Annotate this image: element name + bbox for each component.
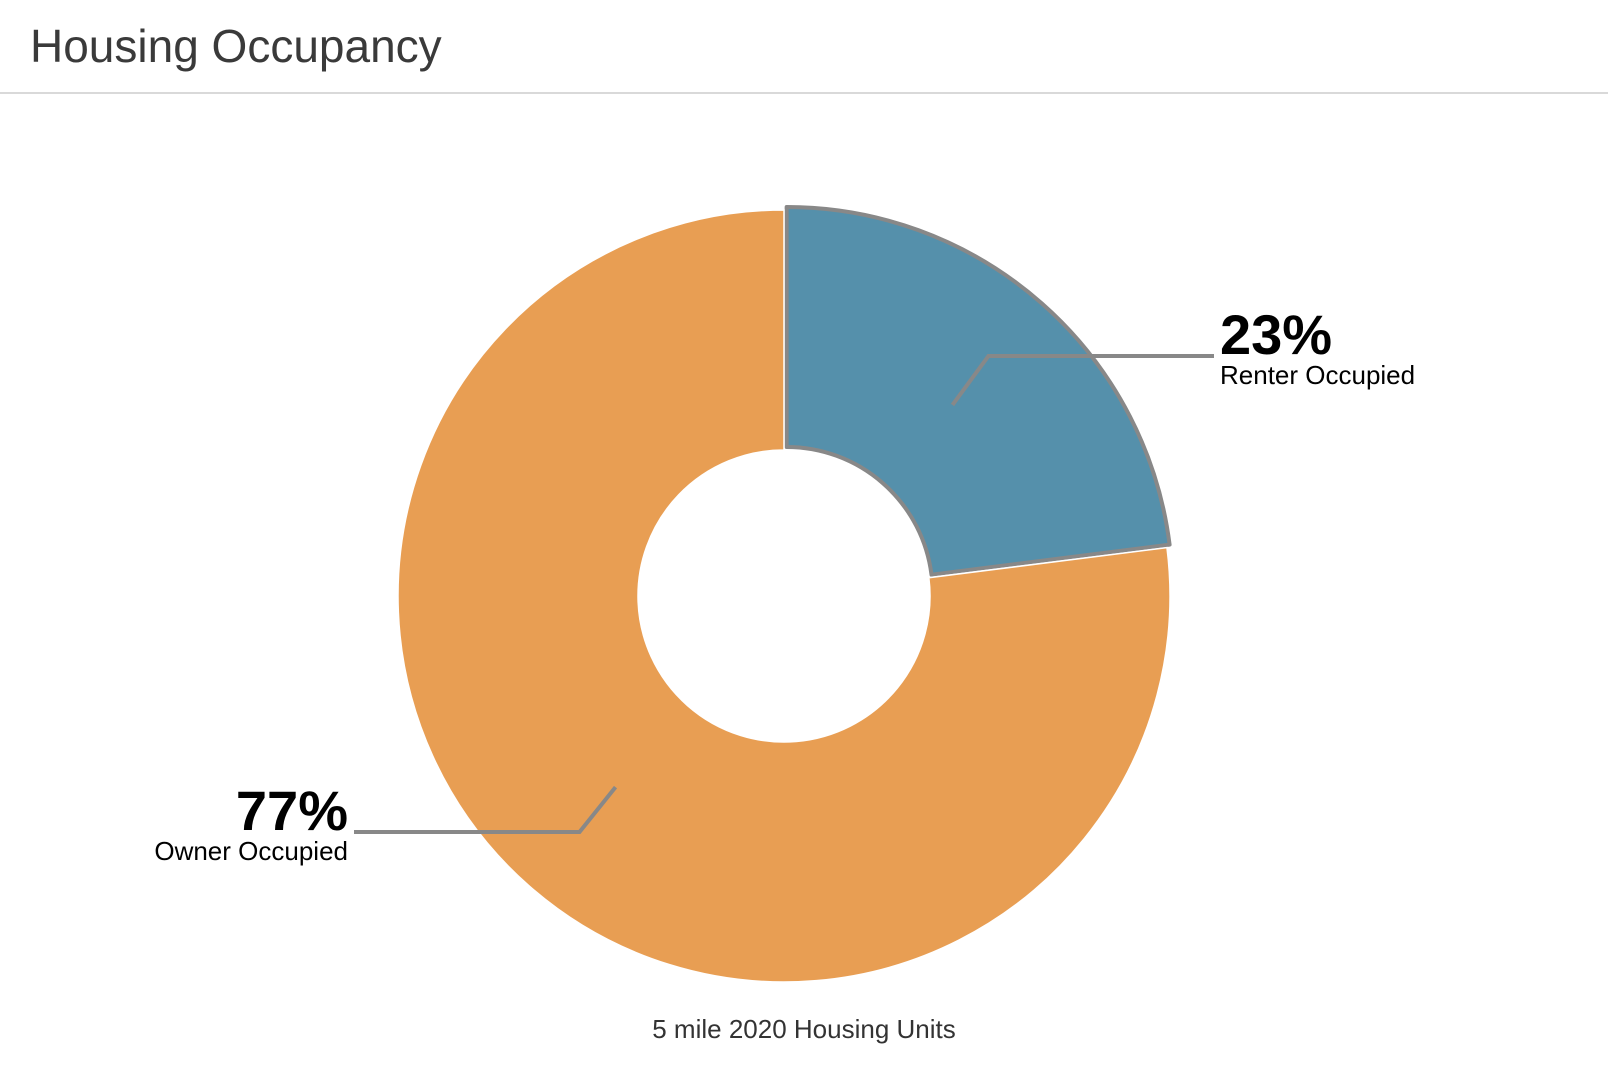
value-label-owner-occupied: 77%: [236, 779, 348, 842]
page-title: Housing Occupancy: [30, 20, 442, 72]
chart-caption: 5 mile 2020 Housing Units: [652, 1014, 956, 1044]
panel-header: Housing Occupancy: [0, 0, 1608, 94]
slices-layer: [397, 204, 1172, 983]
slice-owner-occupied[interactable]: [397, 209, 1171, 983]
slice-renter-occupied[interactable]: [784, 204, 1172, 577]
leader-line-renter-occupied: [950, 354, 1214, 407]
category-label-owner-occupied: Owner Occupied: [154, 836, 348, 866]
category-label-renter-occupied: Renter Occupied: [1220, 360, 1415, 390]
leader-line-owner-occupied: [354, 785, 618, 834]
value-label-renter-occupied: 23%: [1220, 303, 1332, 366]
chart-area: 23% Renter Occupied 77% Owner Occupied 5 mi…: [0, 94, 1608, 1092]
labels-layer: 23%Renter Occupied 77%Owner Occupied: [154, 303, 1415, 866]
donut-chart: 23%Renter Occupied 77%Owner Occupied: [154, 204, 1415, 983]
